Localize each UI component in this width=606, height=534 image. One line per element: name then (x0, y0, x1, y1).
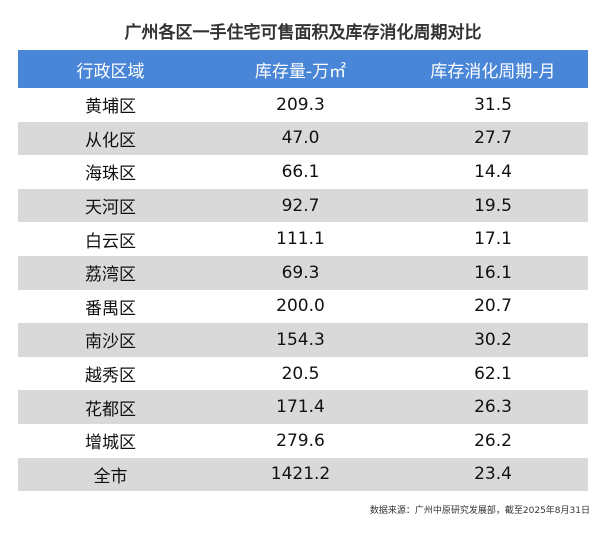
title: 广州各区一手住宅可售面积及库存消化周期对比 (124, 23, 482, 43)
table-cell: 92.7 (203, 188, 398, 223)
table-cell: 154.3 (203, 323, 398, 357)
table-cell: 南沙区 (18, 323, 203, 357)
table-cell: 27.7 (398, 121, 588, 156)
table-cell: 26.2 (474, 430, 512, 451)
table-cell: 番禺区 (85, 298, 136, 319)
table-cell: 海珠区 (85, 164, 136, 185)
source-note: 数据来源：广州中原研究发展部，截至2025年8月31日 (369, 506, 590, 516)
table-cell: 111.1 (276, 229, 325, 250)
table-row: 从化区 47.0 27.7 (18, 121, 588, 156)
table-cell: 荔湾区 (18, 255, 203, 290)
table-cell: 从化区 (18, 121, 203, 156)
table-cell: 62.1 (474, 363, 512, 384)
table-cell: 23.4 (398, 457, 588, 492)
table-cell: 16.1 (398, 255, 588, 290)
table-cell: 1421.2 (203, 457, 398, 492)
header-cell: 库存消化周期-月 (398, 50, 588, 88)
table-row: 南沙区 154.3 30.2 (18, 323, 588, 357)
header-cell: 库存量-万㎡ (203, 50, 398, 88)
table-row: 越秀区 20.5 62.1 (18, 357, 588, 391)
table-cell: 白云区 (85, 231, 136, 252)
table-row: 花都区 171.4 26.3 (18, 390, 588, 424)
table-row: 荔湾区 69.3 16.1 (18, 255, 588, 290)
table-row: 番禺区 200.0 20.7 (18, 290, 588, 324)
table-cell: 19.5 (398, 188, 588, 223)
table-cell: 26.3 (398, 390, 588, 424)
table-cell: 天河区 (18, 188, 203, 223)
table-row: 白云区 111.1 17.1 (18, 222, 588, 256)
table-cell: 越秀区 (85, 366, 136, 387)
table-cell: 17.1 (474, 229, 512, 250)
table-cell: 增城区 (85, 433, 136, 454)
table-cell: 200.0 (276, 296, 325, 317)
table-cell: 47.0 (203, 121, 398, 156)
table-row: 全市 1421.2 23.4 (18, 457, 588, 492)
table-cell: 279.6 (276, 430, 325, 451)
table-cell: 20.7 (474, 296, 512, 317)
table-cell: 31.5 (474, 94, 512, 115)
table-row: 天河区 92.7 19.5 (18, 188, 588, 223)
table-cell: 14.4 (474, 161, 512, 182)
table-cell: 30.2 (398, 323, 588, 357)
table-row: 黄埔区 209.3 31.5 (18, 88, 588, 122)
table-row: 增城区 279.6 26.2 (18, 424, 588, 458)
table-cell: 66.1 (281, 161, 320, 182)
table-cell: 花都区 (18, 390, 203, 424)
table-cell: 171.4 (203, 390, 398, 424)
table-row: 海珠区 66.1 14.4 (18, 155, 588, 189)
table-cell: 20.5 (281, 363, 320, 384)
table: 行政区域 库存量-万㎡ 库存消化周期-月 黄埔区 209.3 31.5 从化区 47.0 27… (18, 50, 588, 492)
table-cell: 69.3 (203, 255, 398, 290)
header-cell: 行政区域 (18, 50, 203, 88)
table-cell: 全市 (18, 457, 203, 492)
table-cell: 黄埔区 (85, 97, 136, 118)
header-row: 行政区域 库存量-万㎡ 库存消化周期-月 (18, 50, 588, 88)
table-body: 黄埔区 209.3 31.5 从化区 47.0 27.7 海珠区 66.1 14.4 天河区 92.… (18, 88, 588, 492)
table-cell: 209.3 (276, 94, 325, 115)
